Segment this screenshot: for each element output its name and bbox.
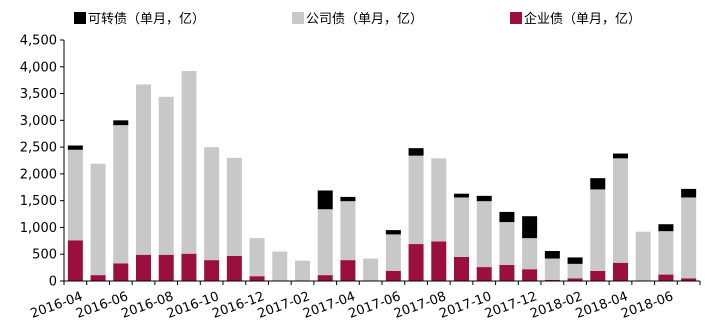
bar-segment-1-2017-11 [499, 222, 515, 265]
bar-segment-0-2018-07 [681, 278, 697, 281]
y-tick-label: 1,500 [20, 194, 57, 209]
bar-segment-0-2017-12 [522, 269, 538, 281]
bar-segment-0-2016-07 [136, 254, 151, 281]
legend-swatch [74, 12, 86, 24]
bar-segment-1-2018-02 [567, 263, 583, 279]
y-tick-label: 3,000 [20, 114, 57, 129]
legend-item: 公司债（单月，亿） [292, 12, 423, 27]
bar-segment-0-2018-02 [567, 278, 583, 281]
bar-segment-1-2017-09 [454, 197, 469, 257]
bar-segment-0-2017-06 [385, 270, 401, 281]
bar-segment-0-2016-06 [113, 263, 129, 281]
y-tick-label: 1,000 [20, 221, 57, 236]
bar-segment-2-2017-09 [454, 193, 469, 198]
bar-segment-0-2017-04 [340, 260, 356, 281]
bar-segment-2-2017-07 [408, 148, 424, 156]
legend-label: 公司债（单月，亿） [306, 12, 423, 27]
bar-segment-0-2017-11 [499, 264, 515, 281]
bar-segment-0-2016-04 [67, 240, 83, 281]
y-tick-label: 3,500 [20, 87, 57, 102]
bar-segment-2-2018-06 [658, 224, 674, 232]
y-tick-label: 0 [49, 275, 57, 290]
bar-segment-1-2016-09 [181, 71, 197, 254]
bar-segment-1-2017-10 [476, 201, 492, 268]
bar-segment-1-2017-02 [295, 260, 310, 281]
bar-segment-2-2017-06 [385, 230, 401, 235]
bar-segment-1-2016-05 [90, 163, 106, 276]
bar-segment-1-2018-04 [613, 158, 628, 263]
bar-segment-0-2018-01 [544, 279, 560, 281]
bar-segment-1-2018-05 [635, 231, 651, 281]
bar-segment-0-2016-05 [90, 275, 106, 281]
bar-segment-0-2018-04 [613, 262, 628, 281]
bar-segment-1-2017-05 [363, 258, 379, 281]
bar-segment-0-2017-08 [431, 241, 447, 281]
bar-segment-1-2017-04 [340, 201, 356, 261]
bar-segment-2-2018-02 [567, 257, 583, 264]
y-axis: 0 500 1,000 1,500 2,000 2,500 3,000 3,500 4,000 4… [20, 34, 65, 290]
bar-segment-1-2018-07 [681, 197, 697, 279]
bar-segment-2-2017-12 [522, 216, 538, 239]
bar-segment-2-2018-01 [544, 251, 560, 259]
bar-segment-1-2016-12 [249, 238, 265, 277]
bar-segment-0-2018-03 [590, 270, 606, 281]
bar-segment-1-2017-07 [408, 155, 424, 245]
y-tick-label: 4,500 [20, 34, 57, 49]
bar-segment-0-2016-09 [181, 253, 197, 281]
bar-segment-1-2016-04 [67, 149, 83, 241]
bar-segment-1-2018-03 [590, 189, 606, 271]
bar-segment-2-2017-10 [476, 195, 492, 202]
bar-segment-0-2017-03 [317, 275, 333, 281]
legend-label: 可转债（单月，亿） [88, 12, 205, 27]
legend-swatch [292, 12, 304, 24]
bar-segment-1-2017-06 [385, 234, 401, 271]
legend-item: 可转债（单月，亿） [74, 12, 205, 27]
legend-label: 企业债（单月，亿） [524, 11, 641, 27]
bar-segment-1-2016-10 [204, 147, 220, 261]
bar-segment-2-2018-07 [681, 188, 697, 198]
bar-segment-1-2018-06 [658, 231, 674, 275]
bar-segment-1-2017-12 [522, 238, 538, 270]
y-tick-label: 4,000 [20, 60, 57, 75]
bar-segment-1-2016-08 [158, 96, 174, 255]
y-tick-label: 500 [32, 248, 57, 263]
bar-segment-0-2017-07 [408, 244, 424, 281]
bar-segment-1-2018-01 [544, 258, 560, 280]
bars [67, 71, 697, 281]
bar-segment-1-2016-11 [226, 157, 242, 256]
legend: 可转债（单月，亿） 公司债（单月，亿） 企业债（单月，亿） [74, 11, 641, 27]
bar-segment-1-2017-03 [317, 209, 333, 276]
bar-segment-1-2016-06 [113, 125, 129, 264]
bar-segment-1-2016-07 [136, 84, 151, 255]
x-axis: 2016-042016-062016-082016-102016-122017-… [29, 280, 701, 322]
legend-item: 企业债（单月，亿） [510, 11, 641, 27]
x-tick-label: 2018-06 [619, 289, 675, 322]
y-tick-label: 2,500 [20, 141, 57, 156]
bar-segment-2-2017-11 [499, 211, 515, 223]
bar-segment-0-2017-09 [454, 256, 469, 281]
bar-segment-1-2017-08 [431, 158, 447, 242]
legend-swatch [510, 12, 522, 24]
bar-segment-0-2018-06 [658, 274, 674, 281]
bar-segment-2-2016-06 [113, 120, 129, 126]
bar-segment-2-2017-04 [340, 196, 356, 202]
bar-segment-0-2016-10 [204, 260, 220, 281]
y-tick-label: 2,000 [20, 167, 57, 182]
bar-segment-2-2018-03 [590, 178, 606, 190]
bar-segment-2-2018-04 [613, 153, 628, 159]
bar-segment-1-2017-01 [272, 251, 288, 281]
bar-segment-0-2016-12 [249, 276, 265, 281]
bar-segment-0-2017-10 [476, 267, 492, 281]
bar-segment-2-2016-04 [67, 145, 83, 150]
bar-segment-2-2017-03 [317, 190, 333, 210]
bar-segment-0-2016-08 [158, 254, 174, 281]
bar-segment-0-2016-11 [226, 255, 242, 281]
